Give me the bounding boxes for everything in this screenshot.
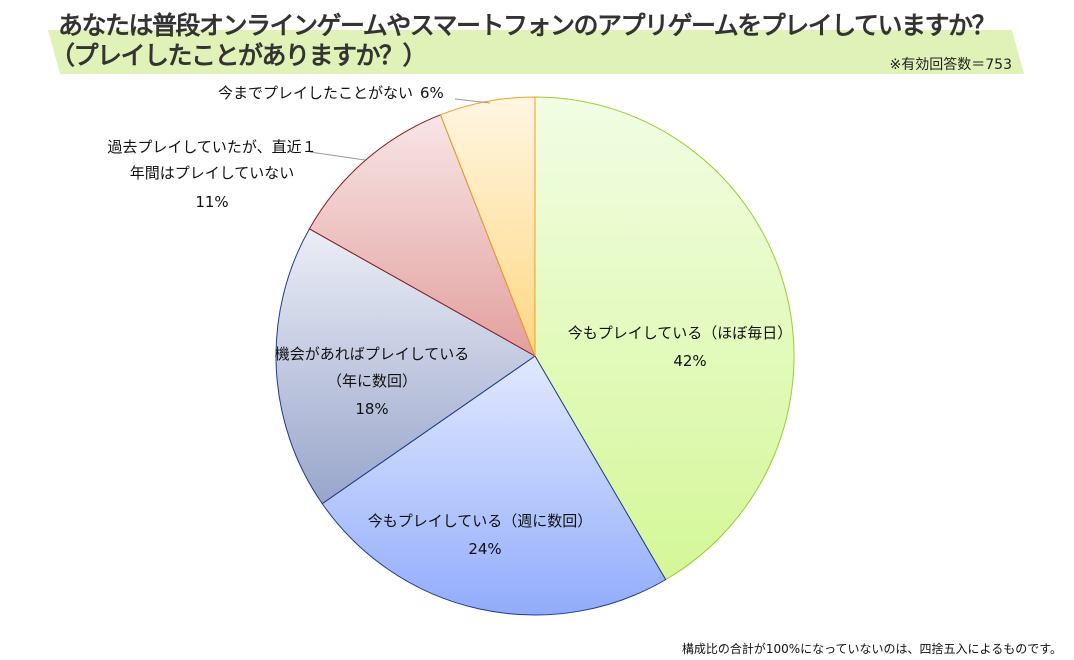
slice-pct: 11% bbox=[195, 193, 228, 211]
chart-title-line2: （プレイしたことがありますか？） bbox=[50, 41, 428, 70]
pie-slice-4 bbox=[439, 96, 536, 357]
sample-size-note: ※有効回答数＝753 bbox=[889, 57, 1012, 73]
pie-slice-0 bbox=[534, 96, 795, 581]
slice-label: 年間はプレイしていない bbox=[130, 164, 295, 182]
leader-line-6 bbox=[454, 98, 491, 104]
slice-pct: 18% bbox=[355, 400, 388, 418]
leader-line-11 bbox=[309, 151, 366, 161]
slice-label: 今もプレイしている（ほぼ毎日） bbox=[568, 324, 793, 342]
chart-title-line1: あなたは普段オンラインゲームやスマートフォンのアプリゲームをプレイしていますか？ bbox=[58, 11, 997, 40]
slice-pct: 24% bbox=[468, 540, 501, 558]
pie-slice-3 bbox=[308, 114, 536, 358]
slice-label: 機会があればプレイしている bbox=[275, 345, 470, 363]
title-band bbox=[48, 30, 1024, 74]
slice-pct: 42% bbox=[673, 352, 706, 370]
pie-slice-2 bbox=[275, 228, 536, 505]
slice-label: 今までプレイしたことがない bbox=[218, 84, 413, 102]
slice-label: 今もプレイしている（週に数回） bbox=[368, 512, 593, 530]
footnote: 構成比の合計が100%になっていないのは、四捨五入によるものです。 bbox=[681, 642, 1062, 656]
slice-label: 過去プレイしていたが、直近１ bbox=[107, 138, 316, 156]
slice-label: （年に数回） bbox=[327, 372, 417, 390]
pie-slice-1 bbox=[321, 355, 667, 616]
slice-pct: 6% bbox=[420, 84, 444, 102]
